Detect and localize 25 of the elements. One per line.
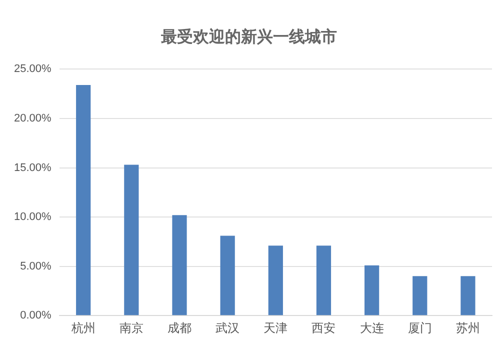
y-tick-label: 5.00% (20, 260, 52, 272)
x-tick-label: 大连 (360, 320, 384, 335)
bar (364, 265, 380, 316)
x-tick-label: 成都 (168, 320, 192, 335)
x-tick-label: 武汉 (216, 320, 240, 335)
bar (460, 276, 476, 316)
bar (316, 246, 332, 316)
x-tick-label: 厦门 (408, 320, 432, 335)
y-tick-label: 15.00% (14, 162, 52, 174)
y-tick-label: 25.00% (14, 63, 52, 76)
x-tick-label: 南京 (119, 320, 144, 335)
y-tick-label: 20.00% (14, 112, 52, 125)
chart-title: 最受欢迎的新兴一线城市 (160, 26, 337, 46)
bar (172, 215, 187, 316)
bar (412, 276, 428, 316)
y-tick-label: 10.00% (14, 211, 52, 224)
x-tick-label: 天津 (264, 320, 288, 335)
bar (220, 236, 235, 316)
x-tick-label: 西安 (312, 320, 336, 335)
bar (124, 164, 139, 316)
y-tick-label: 0.00% (20, 310, 52, 322)
bar (268, 246, 283, 316)
bar (76, 84, 91, 316)
x-tick-label: 杭州 (70, 320, 96, 335)
x-tick-label: 苏州 (456, 320, 480, 335)
